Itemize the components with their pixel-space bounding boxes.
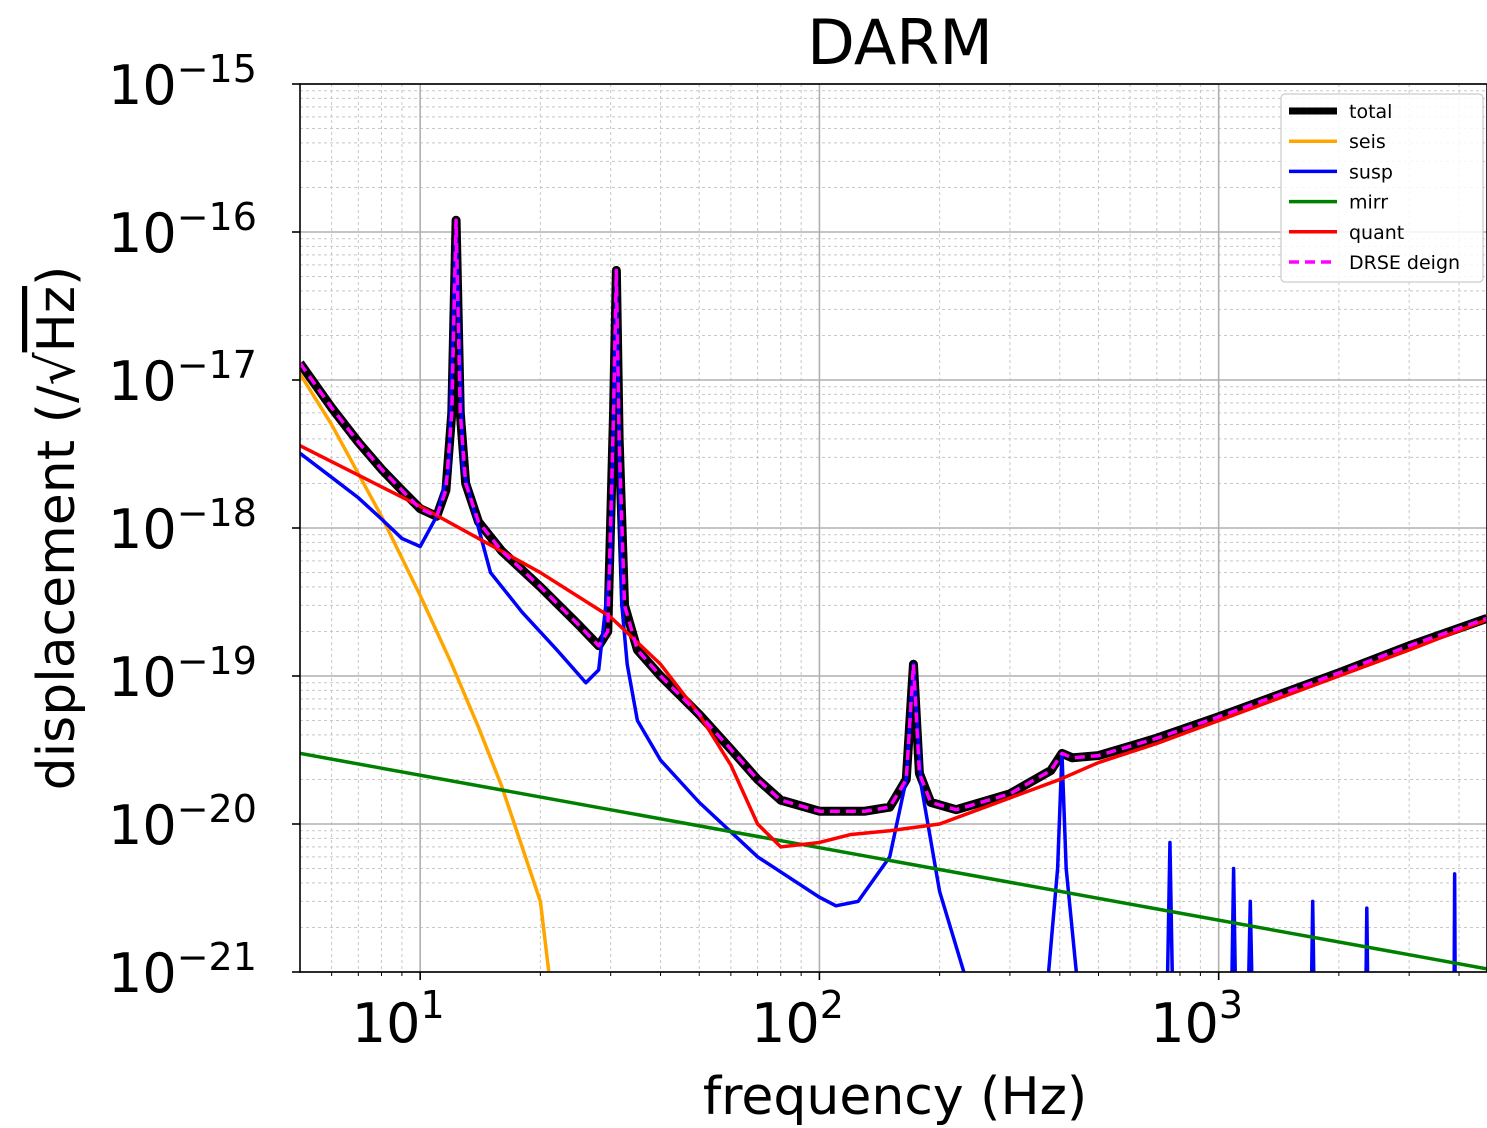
legend-label: quant [1349, 222, 1404, 244]
series-line-susp [300, 218, 966, 972]
y-axis-label-prefix: displacement (/ [27, 385, 87, 790]
legend-label: mirr [1349, 192, 1388, 214]
chart-title: DARM [807, 6, 993, 79]
series-line-susp [1309, 899, 1316, 972]
series-line-susp [1364, 906, 1370, 972]
y-tick-label: 10−18 [108, 491, 257, 561]
series-line-seis [300, 372, 551, 972]
legend-label: susp [1349, 161, 1393, 183]
x-tick-label: 101 [352, 983, 445, 1055]
series-line-susp [1165, 840, 1174, 972]
y-axis-label-unit: Hz [27, 286, 87, 352]
y-axis-label-suffix: ) [27, 266, 87, 286]
series-line-susp [1247, 899, 1254, 972]
x-tick-label: 102 [751, 983, 844, 1055]
legend-label: seis [1349, 131, 1386, 153]
y-tick-label: 10−21 [108, 935, 257, 1005]
y-tick-label: 10−19 [108, 639, 257, 709]
legend: total seis susp mirr quant DRSE deign [1280, 93, 1484, 283]
y-ticks: 10−15 10−16 10−17 10−18 10−19 10−20 10−21 [108, 47, 300, 1005]
y-tick-label: 10−20 [108, 787, 257, 857]
series-line-susp [1046, 751, 1079, 972]
x-axis-label: frequency (Hz) [703, 1067, 1087, 1127]
legend-label: total [1349, 101, 1392, 123]
legend-label: DRSE deign [1349, 252, 1460, 274]
series-line-quant [300, 444, 1487, 849]
series-line-drse-deign [300, 218, 1487, 813]
x-tick-label: 103 [1150, 983, 1243, 1055]
y-tick-label: 10−17 [108, 343, 257, 413]
series-line-susp [1452, 872, 1457, 972]
series-line-susp [1230, 866, 1237, 972]
y-tick-label: 10−15 [108, 47, 257, 117]
y-axis-label-radical: √ [27, 352, 87, 386]
svg-text:displacement (/√Hz): displacement (/√Hz) [27, 266, 87, 791]
series-layer [300, 215, 1487, 972]
series-line-mirr [300, 751, 1487, 971]
y-tick-label: 10−16 [108, 195, 257, 265]
y-axis-label: displacement (/√Hz) [27, 266, 87, 791]
x-ticks: 101 102 103 [331, 972, 1460, 1055]
